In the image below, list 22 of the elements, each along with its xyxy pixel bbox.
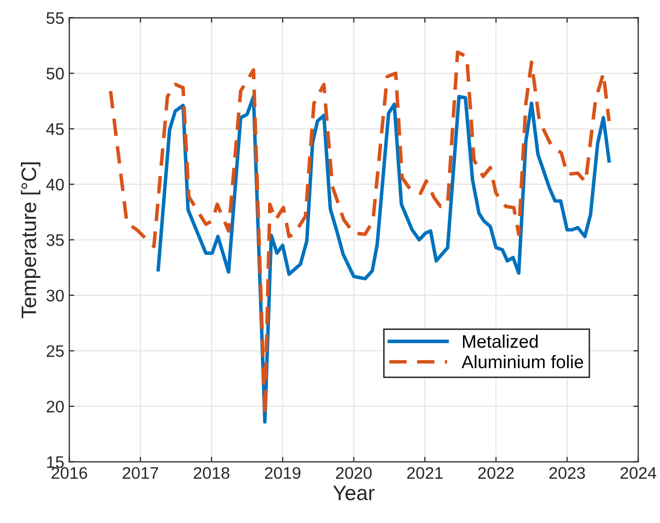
y-tick-label: 35: [46, 234, 64, 246]
legend-label: Aluminium folie: [462, 355, 584, 368]
y-tick-label: 55: [46, 12, 64, 24]
x-tick-label: 2021: [407, 467, 443, 479]
y-tick-label: 50: [46, 68, 64, 80]
y-tick-label: 45: [46, 123, 64, 135]
y-tick-label: 40: [46, 178, 64, 190]
x-tick-label: 2019: [264, 467, 300, 479]
y-axis-title: Temperature [°C]: [20, 162, 40, 318]
legend-label: Metalized: [463, 334, 538, 348]
x-tick-label: 2016: [52, 467, 88, 479]
x-tick-label: 2020: [336, 467, 372, 479]
x-tick-label: 2024: [620, 467, 656, 479]
x-tick-label: 2018: [194, 467, 230, 479]
y-tick-label: 20: [46, 400, 64, 413]
y-tick-label: 25: [46, 345, 64, 358]
y-tick-label: 30: [46, 290, 64, 302]
y-tick-label: 15: [47, 456, 64, 468]
x-tick-label: 2022: [478, 467, 514, 479]
x-tick-label: 2023: [549, 467, 585, 479]
x-axis-title: Year: [333, 486, 374, 500]
x-tick-label: 2017: [122, 467, 158, 479]
